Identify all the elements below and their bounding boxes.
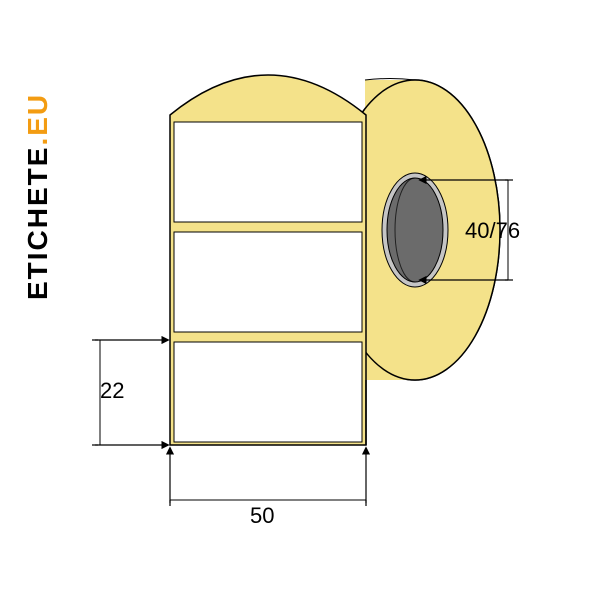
label-face-2	[174, 232, 362, 332]
label-roll-diagram	[0, 0, 600, 600]
label-face-3	[174, 342, 362, 442]
dim-core-label: 40/76	[465, 218, 520, 244]
roll-top-ridge	[365, 79, 415, 81]
brand-dot: .	[22, 136, 53, 146]
dim-height-label: 22	[100, 378, 124, 404]
brand-prefix: ETICHETE	[22, 146, 53, 300]
dim-width-label: 50	[250, 503, 274, 529]
dim-width-group	[170, 448, 366, 506]
label-face-1	[174, 122, 362, 222]
brand-watermark: ETICHETE.EU	[22, 93, 54, 300]
brand-suffix: EU	[22, 93, 53, 136]
diagram-stage: ETICHETE.EU 22 50 40/76	[0, 0, 600, 600]
